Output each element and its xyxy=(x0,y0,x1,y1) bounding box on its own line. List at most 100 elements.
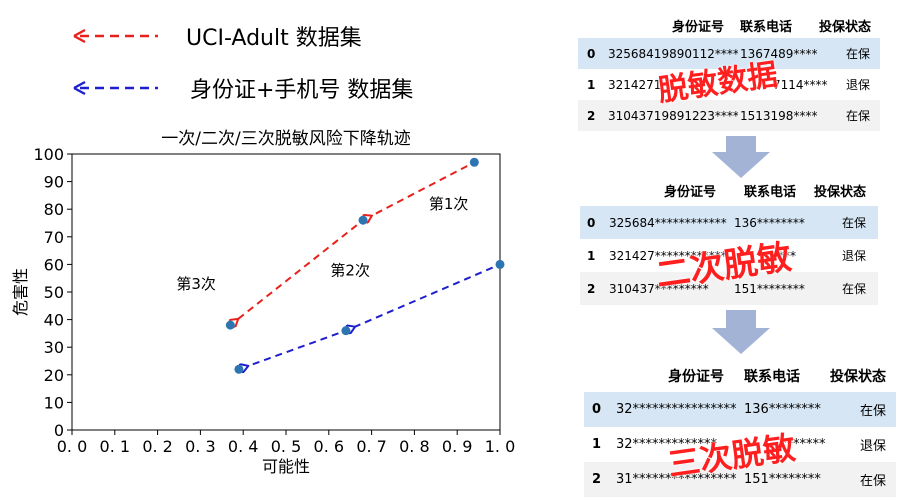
x-tick-label: 0. 8 xyxy=(399,437,430,456)
table-row: 0 32**************** 136******** 在保 xyxy=(584,392,896,427)
y-tick-label: 0 xyxy=(54,421,64,440)
status-cell: 在保 xyxy=(842,282,867,296)
phone-cell: 1367489**** xyxy=(740,46,818,61)
round-annotation: 第1次 xyxy=(429,195,469,213)
header-status: 投保状态 xyxy=(830,369,886,385)
header-id: 身份证号 xyxy=(664,185,717,200)
id-cell: 321427************ xyxy=(609,248,727,263)
header-id: 身份证号 xyxy=(672,20,725,35)
risk-trajectory-chart: 一次/二次/三次脱敏风险下降轨迹 0102030405060708090100 … xyxy=(11,129,516,476)
x-tick-label: 0. 7 xyxy=(356,437,387,456)
y-tick-label: 20 xyxy=(44,366,64,385)
table-row: 2 310437********* 151******** 在保 xyxy=(580,272,878,305)
x-tick-label: 0. 5 xyxy=(271,437,302,456)
legend-item-uci-adult: UCI-Adult 数据集 xyxy=(70,18,450,58)
id-cell: 32************* xyxy=(616,437,718,452)
x-tick-label: 0. 1 xyxy=(100,437,131,456)
row-index: 1 xyxy=(592,437,602,452)
row-index: 2 xyxy=(592,472,602,487)
legend-label: 身份证+手机号 数据集 xyxy=(190,78,414,103)
x-tick-label: 0. 6 xyxy=(314,437,345,456)
status-cell: 在保 xyxy=(846,109,871,123)
x-tick-label: 0. 3 xyxy=(185,437,216,456)
x-tick-label: 0. 0 xyxy=(57,437,88,456)
red-dashed-arrow-icon xyxy=(73,28,158,44)
row-index: 2 xyxy=(587,281,596,296)
status-cell: 在保 xyxy=(860,474,887,489)
table-row: 2 31**************** 151******** 在保 xyxy=(584,462,896,497)
phone-cell: ******* xyxy=(780,437,826,452)
status-cell: 在保 xyxy=(842,216,867,230)
table-second-masked: 身份证号 联系电话 投保状态 0 325684************ 136*… xyxy=(580,180,878,305)
y-tick-label: 50 xyxy=(44,283,64,302)
flow-down-arrow-icon xyxy=(712,136,770,178)
data-point xyxy=(234,364,244,374)
table-third-masked: 身份证号 联系电话 投保状态 0 32**************** 136*… xyxy=(584,364,896,498)
trajectory-segment xyxy=(237,224,358,319)
phone-cell: 136******** xyxy=(744,402,821,417)
x-tick-label: 0. 4 xyxy=(228,437,259,456)
id-cell: 310437********* xyxy=(609,281,709,296)
chart-title: 一次/二次/三次脱敏风险下降轨迹 xyxy=(161,129,410,149)
y-axis-label: 危害性 xyxy=(11,268,30,316)
legend: UCI-Adult 数据集 身份证+手机号 数据集 xyxy=(70,18,450,118)
phone-cell: **** xyxy=(772,248,796,263)
table-row: 0 3256841989011​2**** 1367489**** 在保 xyxy=(578,38,880,69)
row-index: 1 xyxy=(587,248,596,263)
y-tick-label: 30 xyxy=(44,338,64,357)
data-point xyxy=(495,259,505,269)
row-index: 0 xyxy=(587,215,596,230)
data-point xyxy=(225,320,235,330)
header-phone: 联系电话 xyxy=(740,20,793,35)
id-cell: 325684************ xyxy=(609,215,727,230)
id-cell: 31043719891223**** xyxy=(608,108,738,123)
legend-item-id-phone: 身份证+手机号 数据集 xyxy=(70,70,450,110)
data-point xyxy=(358,215,368,225)
table-row: 1 321427************ **** 退保 xyxy=(580,239,878,272)
y-tick-label: 10 xyxy=(44,393,64,412)
phone-cell: 136******** xyxy=(734,215,805,230)
row-index: 1 xyxy=(587,77,596,92)
header-phone: 联系电话 xyxy=(744,369,800,385)
header-status: 投保状态 xyxy=(814,185,867,200)
y-tick-label: 70 xyxy=(44,228,64,247)
legend-label: UCI-Adult 数据集 xyxy=(186,26,362,51)
y-tick-label: 90 xyxy=(44,173,64,192)
y-tick-label: 40 xyxy=(44,311,64,330)
phone-cell: 7114**** xyxy=(773,77,828,92)
status-cell: 退保 xyxy=(860,439,887,454)
header-phone: 联系电话 xyxy=(744,185,797,200)
header-status: 投保状态 xyxy=(819,20,872,35)
table-row: 2 31043719891223**** 1513198**** 在保 xyxy=(578,100,880,131)
phone-cell: 1513198**** xyxy=(740,108,818,123)
id-cell: 31**************** xyxy=(616,472,737,487)
y-tick-label: 100 xyxy=(33,145,64,164)
table-masked: 身份证号 联系电话 投保状态 0 3256841989011​2**** 136… xyxy=(578,14,880,132)
data-point xyxy=(341,326,351,336)
status-cell: 在保 xyxy=(860,404,887,419)
table-row: 1 32************* ******* 退保 xyxy=(584,427,896,462)
id-cell: 32**************** xyxy=(616,402,737,417)
row-index: 0 xyxy=(592,402,602,417)
id-cell: 3256841989011​2**** xyxy=(608,46,738,61)
x-tick-label: 0. 2 xyxy=(142,437,173,456)
trajectory-segment xyxy=(371,165,468,216)
id-cell: 3214271 xyxy=(608,77,662,92)
blue-dashed-arrow-icon xyxy=(73,80,158,96)
status-cell: 在保 xyxy=(846,47,871,61)
flow-down-arrow-icon xyxy=(712,310,770,354)
y-tick-label: 80 xyxy=(44,200,64,219)
trajectory-segment xyxy=(354,266,494,328)
x-axis-label: 可能性 xyxy=(262,457,310,476)
x-tick-label: 0. 9 xyxy=(442,437,473,456)
status-cell: 退保 xyxy=(842,249,867,263)
header-id: 身份证号 xyxy=(668,369,724,385)
table-row: 1 3214271 7114**** 退保 xyxy=(578,69,880,100)
phone-cell: 151******** xyxy=(734,281,805,296)
round-annotation: 第3次 xyxy=(176,275,216,293)
round-annotation: 第2次 xyxy=(330,261,370,279)
data-point xyxy=(469,157,479,167)
row-index: 2 xyxy=(587,108,596,123)
y-tick-label: 60 xyxy=(44,255,64,274)
x-tick-label: 1. 0 xyxy=(485,437,516,456)
